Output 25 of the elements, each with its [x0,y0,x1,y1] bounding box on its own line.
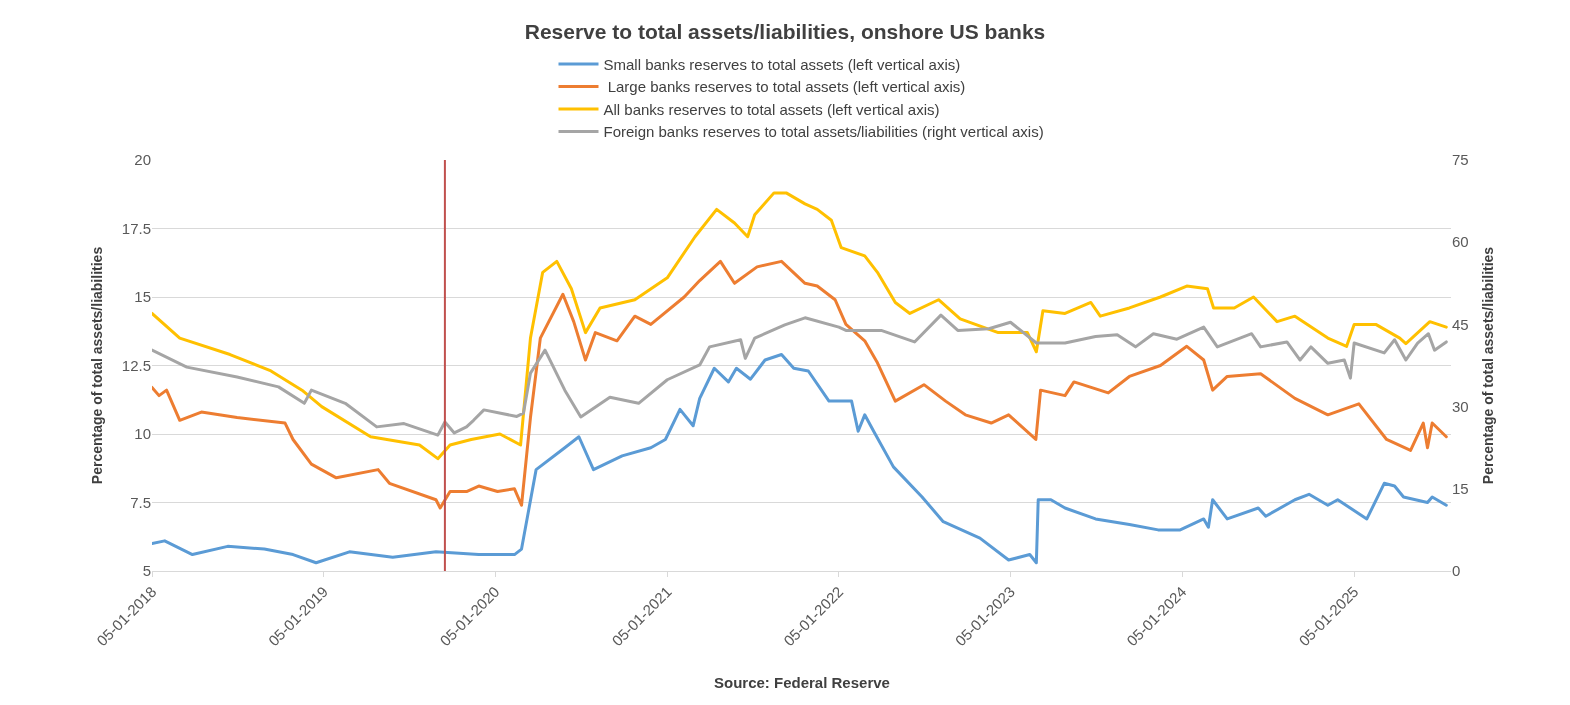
y2-tick-label: 60 [1452,233,1469,251]
line-series [152,191,1448,461]
y-tick-label: 10 [134,425,151,443]
legend-label: Foreign banks reserves to total assets/liabilities (right vertical axis) [603,123,1044,141]
y-tick-label: 5 [142,562,151,580]
y2-tick-label: 30 [1452,397,1469,415]
y2-tick-label: 15 [1452,480,1469,498]
legend-label: Large banks reserves to total assets (left vertical axis) [603,78,966,96]
y2-tick-label: 75 [1452,151,1469,169]
line-series [152,353,1448,565]
y2-axis-title: Percentage of total assets/liabilities [1479,246,1496,485]
legend-label: All banks reserves to total assets (left vertical axis) [603,100,940,118]
y2-tick-label: 45 [1452,315,1469,333]
line-series [152,259,1448,510]
y-axis-title: Percentage of total assets/liabilities [89,246,106,485]
y-tick-label: 17.5 [121,219,151,237]
y-tick-label: 12.5 [121,356,151,374]
source-note: Source: Federal Reserve [714,674,890,691]
y-tick-label: 20 [134,151,151,169]
y-tick-label: 7.5 [130,493,151,511]
y-tick-label: 15 [134,288,151,306]
line-series [152,313,1448,437]
legend-label: Small banks reserves to total assets (left vertical axis) [603,55,961,73]
chart-title: Reserve to total assets/liabilities, onshore US banks [524,20,1046,44]
y2-tick-label: 0 [1452,562,1461,580]
